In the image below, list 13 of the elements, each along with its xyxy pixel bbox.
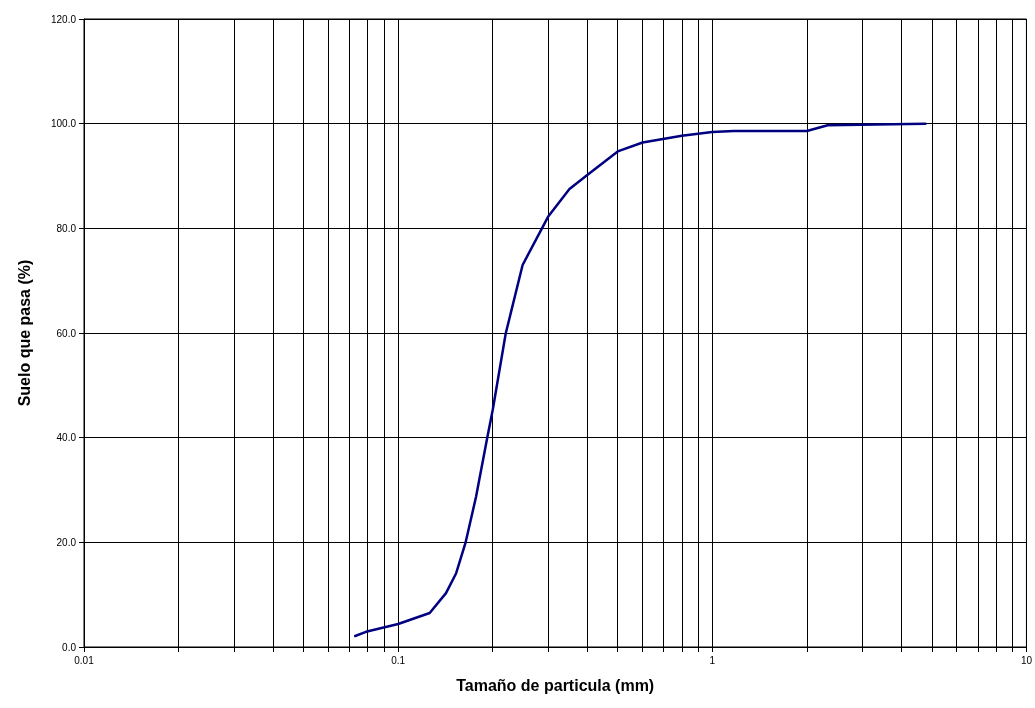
y-tick-label: 40.0: [56, 432, 77, 444]
x-tick-label: 10: [1020, 654, 1033, 666]
x-tick-label: 1: [709, 654, 716, 666]
x-axis-title: Tamaño de particula (mm): [456, 676, 655, 694]
y-tick-label: 60.0: [56, 327, 77, 339]
y-tick-label: 120.0: [50, 13, 77, 25]
x-tick-label: 0.01: [74, 654, 95, 666]
y-tick-label: 0.0: [62, 641, 77, 653]
y-tick-label: 80.0: [56, 222, 77, 234]
y-axis-title: Suelo que pasa (%): [15, 259, 33, 407]
y-tick-label: 100.0: [50, 118, 77, 130]
y-tick-label: 20.0: [56, 536, 77, 548]
x-tick-label: 0.1: [391, 654, 406, 666]
